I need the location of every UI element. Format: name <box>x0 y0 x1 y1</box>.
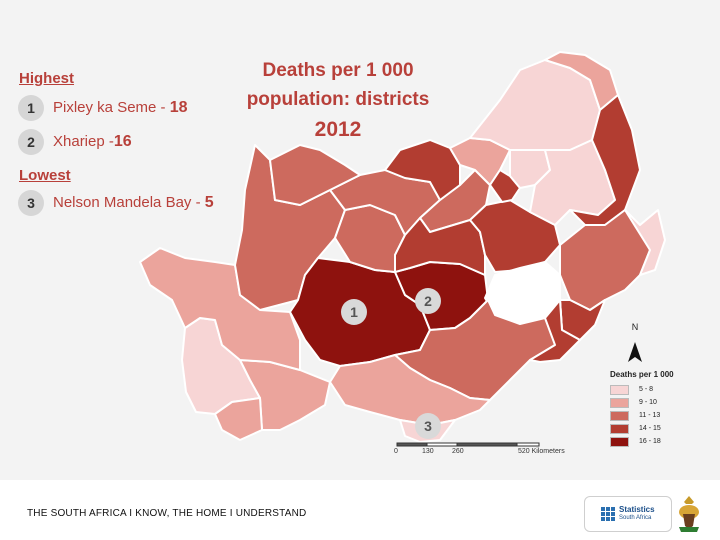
footer-slogan: THE SOUTH AFRICA I KNOW, THE HOME I UNDE… <box>27 508 307 519</box>
district-region <box>329 354 491 426</box>
rank-badge: 1 <box>18 95 44 121</box>
legend-swatch <box>610 397 629 408</box>
rank-badge: 3 <box>18 190 44 216</box>
district-region <box>269 144 361 206</box>
rank-name: Xhariep - <box>53 133 114 150</box>
lowest-label: Lowest <box>19 167 71 184</box>
rank-district-name: Nelson Mandela Bay - 5 <box>53 194 214 212</box>
north-indicator: N <box>624 322 646 332</box>
district-region <box>139 247 301 371</box>
rank-district-name: Pixley ka Seme - 18 <box>53 99 188 117</box>
scale-bar <box>396 442 540 447</box>
stats-sa-grid-icon <box>601 507 615 521</box>
rank-value: 5 <box>204 194 214 211</box>
rank-value: 16 <box>113 133 132 150</box>
legend-row: 9 - 10 <box>610 396 674 409</box>
scale-tick-label: 260 <box>452 448 464 455</box>
logo-text: Statistics South Africa <box>619 506 655 522</box>
rank-item-2: 2 Xhariep -16 <box>18 129 132 155</box>
logo-sub: South Africa <box>619 515 652 521</box>
district-region <box>624 209 666 276</box>
rank-item-1: 1 Pixley ka Seme - 18 <box>18 95 188 121</box>
coat-of-arms-icon <box>679 496 699 532</box>
rank-district-name: Xhariep -16 <box>53 133 132 151</box>
legend-title: Deaths per 1 000 <box>610 370 674 379</box>
legend-swatch <box>610 384 629 395</box>
map-marker-3: 3 <box>415 413 441 439</box>
rank-badge: 2 <box>18 129 44 155</box>
scale-tick-label: 520 Kilometers <box>518 448 565 455</box>
map-marker-2: 2 <box>415 288 441 314</box>
north-arrow <box>628 342 642 362</box>
scale-tick-label: 130 <box>422 448 434 455</box>
legend-row: 14 - 15 <box>610 422 674 435</box>
map-marker-1: 1 <box>341 299 367 325</box>
district-region <box>384 139 461 201</box>
rank-name: Pixley ka Seme - <box>53 99 170 116</box>
legend-swatch <box>610 423 629 434</box>
title-line-2: population: districts <box>246 89 430 110</box>
map-legend: Deaths per 1 000 5 - 8 9 - 10 11 - 13 14… <box>610 370 674 448</box>
rank-name: Nelson Mandela Bay - <box>53 194 205 211</box>
rank-value: 18 <box>169 99 188 116</box>
legend-label: 16 - 18 <box>639 438 661 445</box>
legend-row: 11 - 13 <box>610 409 674 422</box>
legend-label: 11 - 13 <box>639 412 661 419</box>
north-label: N <box>631 322 639 332</box>
scale-tick-label: 0 <box>394 448 398 455</box>
district-region <box>214 397 263 441</box>
footer: THE SOUTH AFRICA I KNOW, THE HOME I UNDE… <box>0 480 720 540</box>
district-region <box>394 217 486 276</box>
title-line-1: Deaths per 1 000 <box>262 60 414 81</box>
stats-sa-logo: Statistics South Africa <box>584 496 672 532</box>
legend-swatch <box>610 410 629 421</box>
map-title: Deaths per 1 000 population: districts 2… <box>228 56 448 145</box>
legend-row: 16 - 18 <box>610 435 674 448</box>
district-region <box>529 299 581 363</box>
highest-label: Highest <box>19 70 75 87</box>
rank-item-3: 3 Nelson Mandela Bay - 5 <box>18 190 214 216</box>
legend-row: 5 - 8 <box>610 383 674 396</box>
legend-swatch <box>610 436 629 447</box>
legend-label: 9 - 10 <box>639 399 657 406</box>
logo-name: Statistics <box>619 505 655 514</box>
title-year: 2012 <box>314 118 362 141</box>
legend-label: 5 - 8 <box>639 386 654 393</box>
district-map <box>139 51 666 447</box>
legend-label: 14 - 15 <box>639 425 661 432</box>
